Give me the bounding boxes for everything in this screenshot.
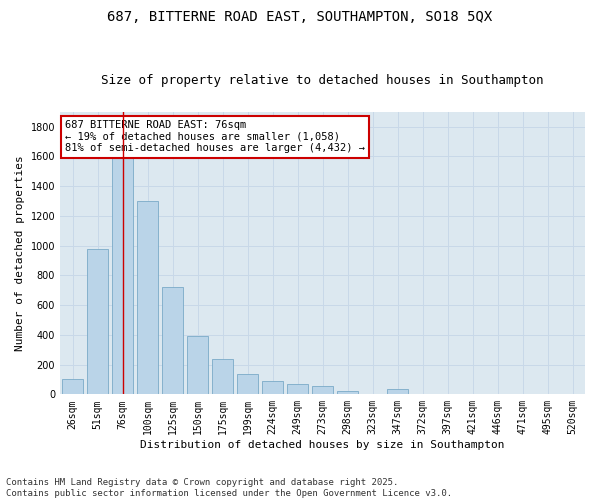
Bar bbox=[237, 374, 258, 394]
Text: 687 BITTERNE ROAD EAST: 76sqm
← 19% of detached houses are smaller (1,058)
81% o: 687 BITTERNE ROAD EAST: 76sqm ← 19% of d… bbox=[65, 120, 365, 154]
Bar bbox=[87, 250, 108, 394]
Title: Size of property relative to detached houses in Southampton: Size of property relative to detached ho… bbox=[101, 74, 544, 87]
Bar bbox=[287, 384, 308, 394]
Bar bbox=[312, 386, 333, 394]
Bar bbox=[62, 380, 83, 394]
Bar bbox=[162, 286, 183, 395]
Bar bbox=[187, 336, 208, 394]
Text: Contains HM Land Registry data © Crown copyright and database right 2025.
Contai: Contains HM Land Registry data © Crown c… bbox=[6, 478, 452, 498]
Bar bbox=[137, 201, 158, 394]
Bar bbox=[387, 389, 408, 394]
Bar bbox=[212, 358, 233, 394]
Bar bbox=[337, 390, 358, 394]
X-axis label: Distribution of detached houses by size in Southampton: Distribution of detached houses by size … bbox=[140, 440, 505, 450]
Y-axis label: Number of detached properties: Number of detached properties bbox=[15, 155, 25, 351]
Bar bbox=[112, 142, 133, 394]
Bar bbox=[262, 381, 283, 394]
Text: 687, BITTERNE ROAD EAST, SOUTHAMPTON, SO18 5QX: 687, BITTERNE ROAD EAST, SOUTHAMPTON, SO… bbox=[107, 10, 493, 24]
